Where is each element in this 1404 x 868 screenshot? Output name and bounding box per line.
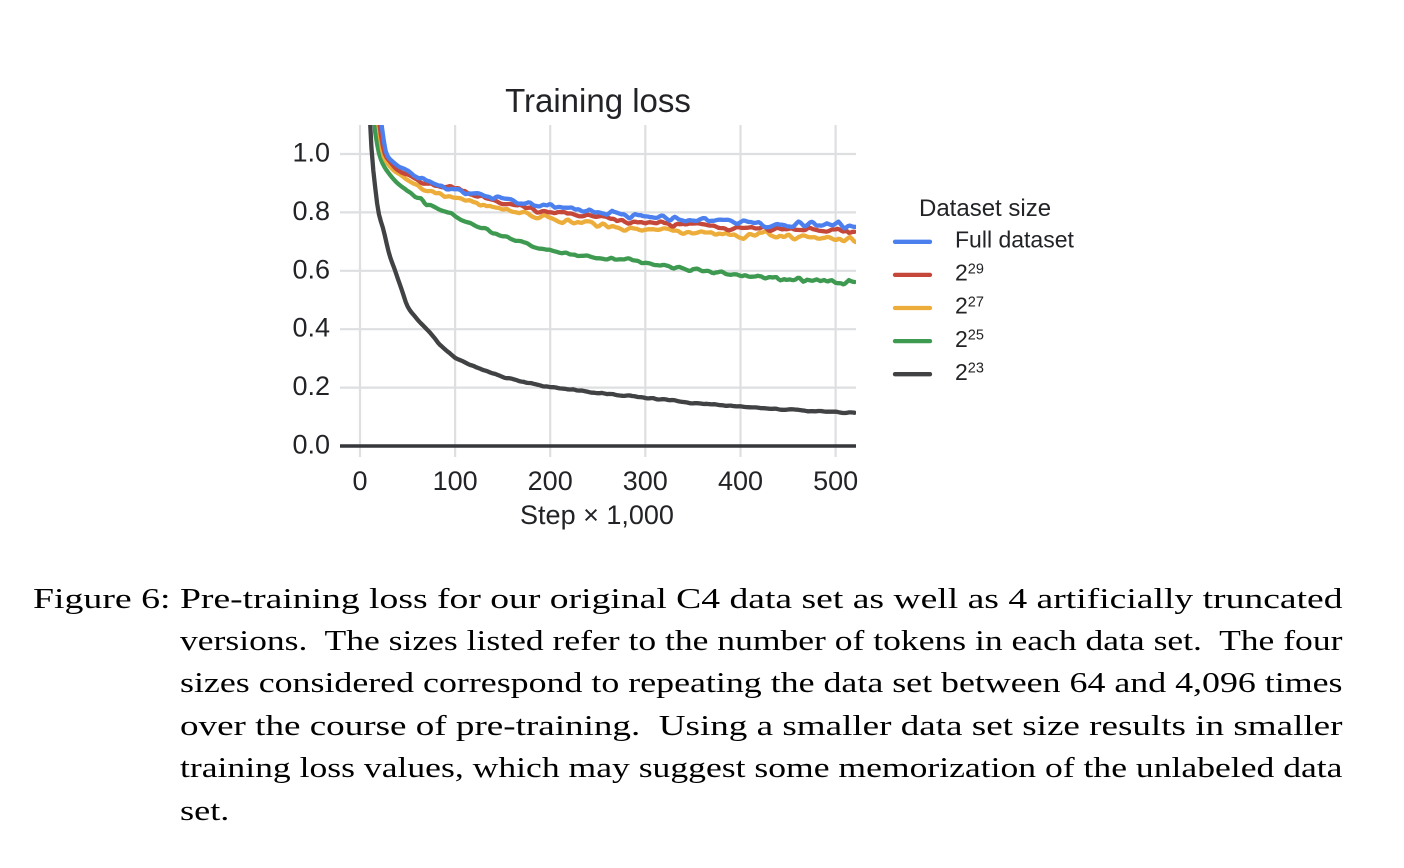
svg-text:0.0: 0.0 [292, 430, 330, 460]
svg-text:225: 225 [955, 326, 984, 352]
svg-text:227: 227 [955, 293, 984, 319]
svg-text:500: 500 [813, 466, 858, 496]
svg-text:Training loss: Training loss [505, 82, 691, 119]
svg-text:Step × 1,000: Step × 1,000 [520, 500, 674, 530]
svg-text:Full dataset: Full dataset [955, 227, 1075, 253]
svg-text:200: 200 [528, 466, 573, 496]
svg-text:0.2: 0.2 [292, 371, 330, 401]
svg-text:1.0: 1.0 [292, 138, 330, 168]
svg-text:0.6: 0.6 [292, 254, 330, 284]
svg-text:223: 223 [955, 359, 984, 385]
svg-text:0: 0 [352, 466, 367, 496]
svg-text:0.4: 0.4 [292, 313, 330, 343]
svg-text:Dataset size: Dataset size [919, 195, 1051, 222]
svg-text:0.8: 0.8 [292, 196, 330, 226]
svg-text:300: 300 [623, 466, 668, 496]
svg-text:100: 100 [433, 466, 478, 496]
svg-text:400: 400 [718, 466, 763, 496]
svg-text:229: 229 [955, 260, 984, 286]
